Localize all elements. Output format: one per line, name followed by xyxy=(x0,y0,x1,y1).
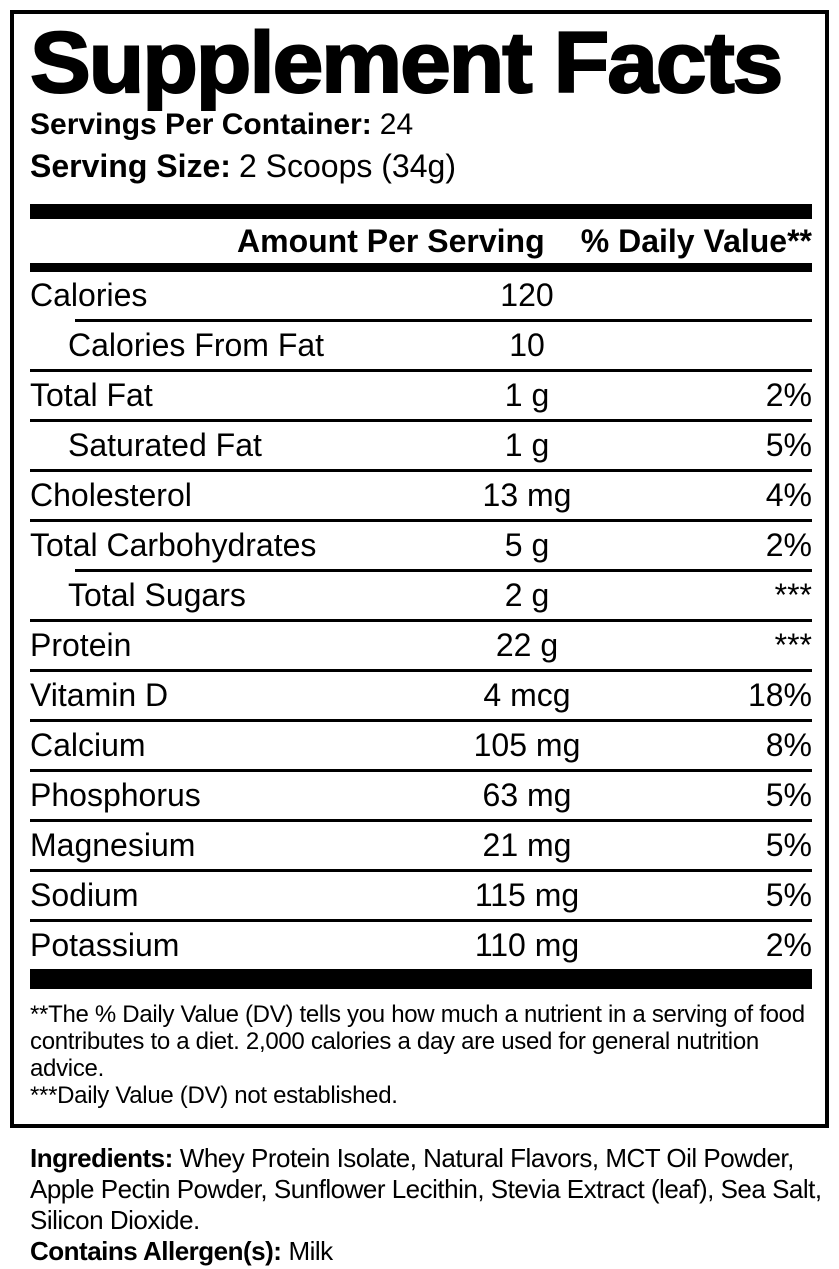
row-divider xyxy=(75,569,812,572)
table-row: Total Carbohydrates 5 g 2% xyxy=(30,522,812,569)
table-row: Protein 22 g *** xyxy=(30,622,812,669)
nutrient-amount: 1 g xyxy=(504,427,550,463)
nutrient-daily-value: *** xyxy=(774,577,812,613)
nutrient-amount: 63 mg xyxy=(482,777,572,813)
table-row: Saturated Fat 1 g 5% xyxy=(30,422,812,469)
nutrient-name: Calories xyxy=(30,277,148,313)
nutrient-name: Phosphorus xyxy=(30,777,201,813)
row-divider xyxy=(30,919,812,922)
nutrient-daily-value: 2% xyxy=(765,377,812,413)
allergen-paragraph: Contains Allergen(s): Milk xyxy=(30,1236,824,1267)
table-row: Phosphorus 63 mg 5% xyxy=(30,772,812,819)
nutrient-name: Protein xyxy=(30,627,132,663)
nutrient-name: Vitamin D xyxy=(30,677,169,713)
nutrient-amount: 4 mcg xyxy=(483,677,571,713)
row-divider xyxy=(30,669,812,672)
table-header: Amount Per Serving % Daily Value** xyxy=(30,219,812,263)
row-divider xyxy=(30,369,812,372)
nutrient-name: Calories From Fat xyxy=(68,327,325,363)
row-divider xyxy=(30,419,812,422)
servings-per-container-value: 24 xyxy=(379,108,414,141)
serving-size-line: Serving Size: 2 Scoops (34g) xyxy=(30,144,812,188)
nutrient-name: Calcium xyxy=(30,727,146,763)
nutrient-daily-value: 5% xyxy=(765,427,812,463)
servings-per-container-line: Servings Per Container: 24 xyxy=(30,106,812,144)
table-row: Calories From Fat 10 xyxy=(30,322,812,369)
ingredients-paragraph: Ingredients: Whey Protein Isolate, Natura… xyxy=(30,1143,824,1236)
footnotes: **The % Daily Value (DV) tells you how m… xyxy=(30,989,812,1109)
nutrient-amount: 2 g xyxy=(504,577,550,613)
nutrient-name: Cholesterol xyxy=(30,477,192,513)
table-row: Magnesium 21 mg 5% xyxy=(30,822,812,869)
panel-title: Supplement Facts xyxy=(29,15,784,111)
nutrient-daily-value: 2% xyxy=(765,527,812,563)
serving-size-label: Serving Size: xyxy=(30,148,231,184)
nutrient-name: Magnesium xyxy=(30,827,196,863)
nutrient-daily-value: *** xyxy=(774,627,812,663)
nutrient-amount: 10 xyxy=(509,327,545,363)
top-divider-bar xyxy=(30,204,812,219)
nutrient-daily-value: 8% xyxy=(765,727,812,763)
nutrient-name: Total Fat xyxy=(30,377,153,413)
ingredients-text: Whey Protein Isolate, Natural Flavors, M… xyxy=(30,1143,822,1235)
nutrient-daily-value: 4% xyxy=(765,477,812,513)
daily-value-header: % Daily Value** xyxy=(580,222,812,259)
nutrient-amount: 5 g xyxy=(504,527,550,563)
nutrient-daily-value: 5% xyxy=(765,827,812,863)
table-row: Cholesterol 13 mg 4% xyxy=(30,472,812,519)
ingredients-label: Ingredients: xyxy=(30,1143,173,1173)
supplement-facts-panel: Supplement Facts Servings Per Container:… xyxy=(10,10,829,1128)
nutrient-daily-value: 2% xyxy=(765,927,812,963)
nutrient-name: Total Carbohydrates xyxy=(30,527,317,563)
serving-size-value: 2 Scoops (34g) xyxy=(238,148,456,184)
table-row: Calcium 105 mg 8% xyxy=(30,722,812,769)
table-row: Sodium 115 mg 5% xyxy=(30,872,812,919)
nutrient-amount: 22 g xyxy=(495,627,559,663)
bottom-divider-bar xyxy=(30,969,812,989)
nutrient-name: Sodium xyxy=(30,877,139,913)
nutrient-name: Total Sugars xyxy=(68,577,246,613)
nutrient-name: Saturated Fat xyxy=(68,427,262,463)
table-row: Potassium 110 mg 2% xyxy=(30,922,812,969)
row-divider xyxy=(30,819,812,822)
amount-per-serving-header: Amount Per Serving xyxy=(237,222,545,259)
ingredients-section: Ingredients: Whey Protein Isolate, Natura… xyxy=(30,1143,824,1267)
nutrient-table: Calories 120 Calories From Fat 10 Total … xyxy=(30,272,812,969)
nutrient-daily-value: 5% xyxy=(765,777,812,813)
table-row: Total Fat 1 g 2% xyxy=(30,372,812,419)
not-established-footnote: ***Daily Value (DV) not established. xyxy=(30,1082,398,1109)
row-divider xyxy=(30,469,812,472)
nutrient-amount: 105 mg xyxy=(473,727,581,763)
row-divider xyxy=(30,619,812,622)
nutrient-daily-value: 18% xyxy=(747,677,812,713)
row-divider xyxy=(30,769,812,772)
nutrient-name: Potassium xyxy=(30,927,180,963)
table-row: Vitamin D 4 mcg 18% xyxy=(30,672,812,719)
table-row: Calories 120 xyxy=(30,272,812,319)
nutrient-amount: 13 mg xyxy=(482,477,572,513)
nutrient-amount: 110 mg xyxy=(474,927,580,963)
allergen-label: Contains Allergen(s): xyxy=(30,1236,282,1266)
row-divider xyxy=(30,719,812,722)
row-divider xyxy=(75,319,812,322)
allergen-value: Milk xyxy=(288,1236,333,1266)
header-underline xyxy=(30,263,812,272)
daily-value-footnote: **The % Daily Value (DV) tells you how m… xyxy=(30,1001,805,1082)
nutrient-daily-value: 5% xyxy=(765,877,812,913)
table-row: Total Sugars 2 g *** xyxy=(30,572,812,619)
row-divider xyxy=(30,519,812,522)
nutrient-amount: 115 mg xyxy=(474,877,580,913)
servings-per-container-label: Servings Per Container: xyxy=(30,108,372,141)
row-divider xyxy=(30,869,812,872)
nutrient-amount: 120 xyxy=(500,277,554,313)
nutrient-amount: 1 g xyxy=(504,377,550,413)
nutrient-amount: 21 mg xyxy=(482,827,572,863)
